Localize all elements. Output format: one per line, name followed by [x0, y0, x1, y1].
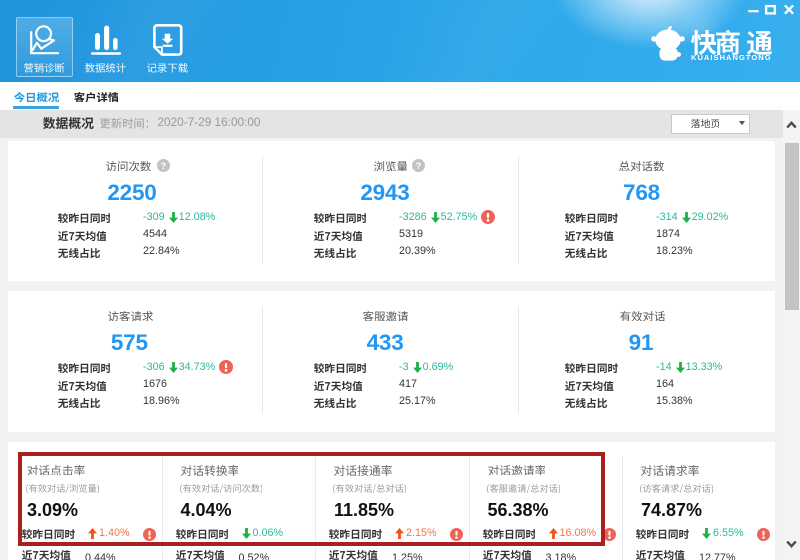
svg-text:?: ?	[160, 161, 166, 171]
svg-text:?: ?	[416, 161, 422, 171]
